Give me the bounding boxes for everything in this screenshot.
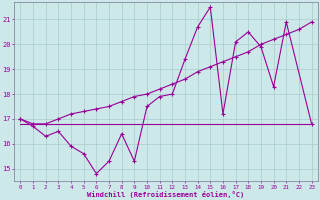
X-axis label: Windchill (Refroidissement éolien,°C): Windchill (Refroidissement éolien,°C) — [87, 191, 244, 198]
